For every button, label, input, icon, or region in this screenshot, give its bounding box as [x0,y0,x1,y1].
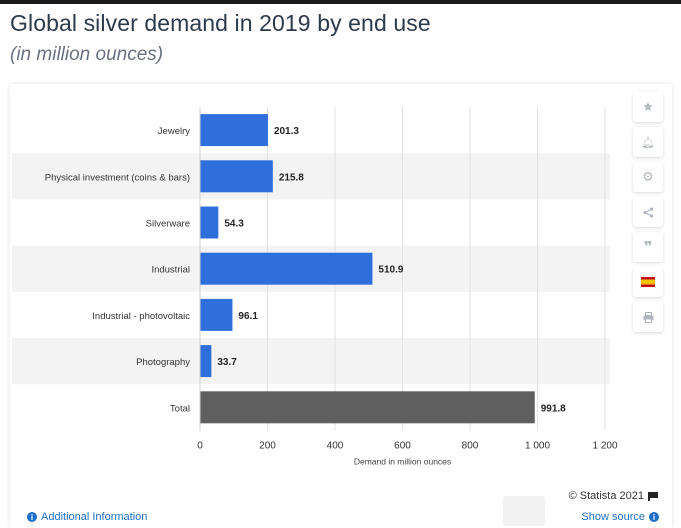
bar-value-label: 54.3 [224,219,244,230]
settings-button[interactable]: ⚙ [633,162,663,192]
info-icon: i [27,512,37,522]
additional-info-label: Additional Information [41,511,148,523]
category-label: Total [170,403,190,414]
category-label: Silverware [146,219,190,230]
category-label: Photography [136,357,190,368]
cite-button[interactable]: ❞ [633,232,663,262]
page-title: Global silver demand in 2019 by end use [10,10,431,36]
x-tick-label: 1 200 [592,440,617,451]
show-source-link[interactable]: Show source i [581,511,659,523]
page-subtitle: (in million ounces) [10,44,164,65]
language-button[interactable] [633,267,663,297]
bar [200,298,233,331]
notification-button[interactable]: 🔔︎ [633,127,663,157]
quote-icon: ❞ [643,238,653,256]
bar-value-label: 96.1 [238,311,258,322]
spain-flag-icon [641,277,655,287]
bar-value-label: 33.7 [217,357,237,368]
gear-icon: ⚙ [642,169,654,185]
bar [200,345,212,378]
additional-info-link[interactable]: i Additional Information [27,511,147,523]
top-border [0,0,681,4]
info-icon: i [649,512,659,522]
bar-value-label: 215.8 [279,172,304,183]
category-label: Jewelry [158,126,190,137]
category-label: Industrial [151,265,190,276]
copyright: © Statista 2021 [569,490,659,502]
flag-icon[interactable] [648,491,659,501]
copyright-text: © Statista 2021 [568,490,644,502]
bar-value-label: 201.3 [274,126,299,137]
bar [200,114,268,147]
print-icon [643,311,653,323]
row-band [12,338,610,385]
bar [200,160,273,193]
x-axis-title: Demand in million ounces [354,456,451,466]
bar-value-label: 510.9 [378,265,403,276]
bar [200,391,535,424]
category-label: Industrial - photovoltaic [92,311,190,322]
x-tick-label: 1 000 [525,440,550,451]
share-icon [642,206,653,218]
bar-value-label: 991.8 [541,403,566,414]
favorite-button[interactable]: ★ [633,92,663,122]
bar [200,252,373,285]
share-button[interactable] [633,197,663,227]
star-icon: ★ [642,99,654,115]
x-tick-label: 0 [197,440,203,451]
row-band [12,153,610,200]
bell-icon: 🔔︎ [641,135,655,149]
x-tick-label: 200 [259,440,276,451]
bar [200,206,219,239]
x-tick-label: 600 [394,440,411,451]
show-source-label: Show source [581,511,645,523]
print-button[interactable] [633,302,663,332]
x-tick-label: 400 [327,440,344,451]
side-toolbar: ★ 🔔︎ ⚙ ❞ [633,92,663,337]
x-tick-label: 800 [462,440,479,451]
category-label: Physical investment (coins & bars) [45,172,190,183]
panel-button[interactable] [503,496,545,526]
